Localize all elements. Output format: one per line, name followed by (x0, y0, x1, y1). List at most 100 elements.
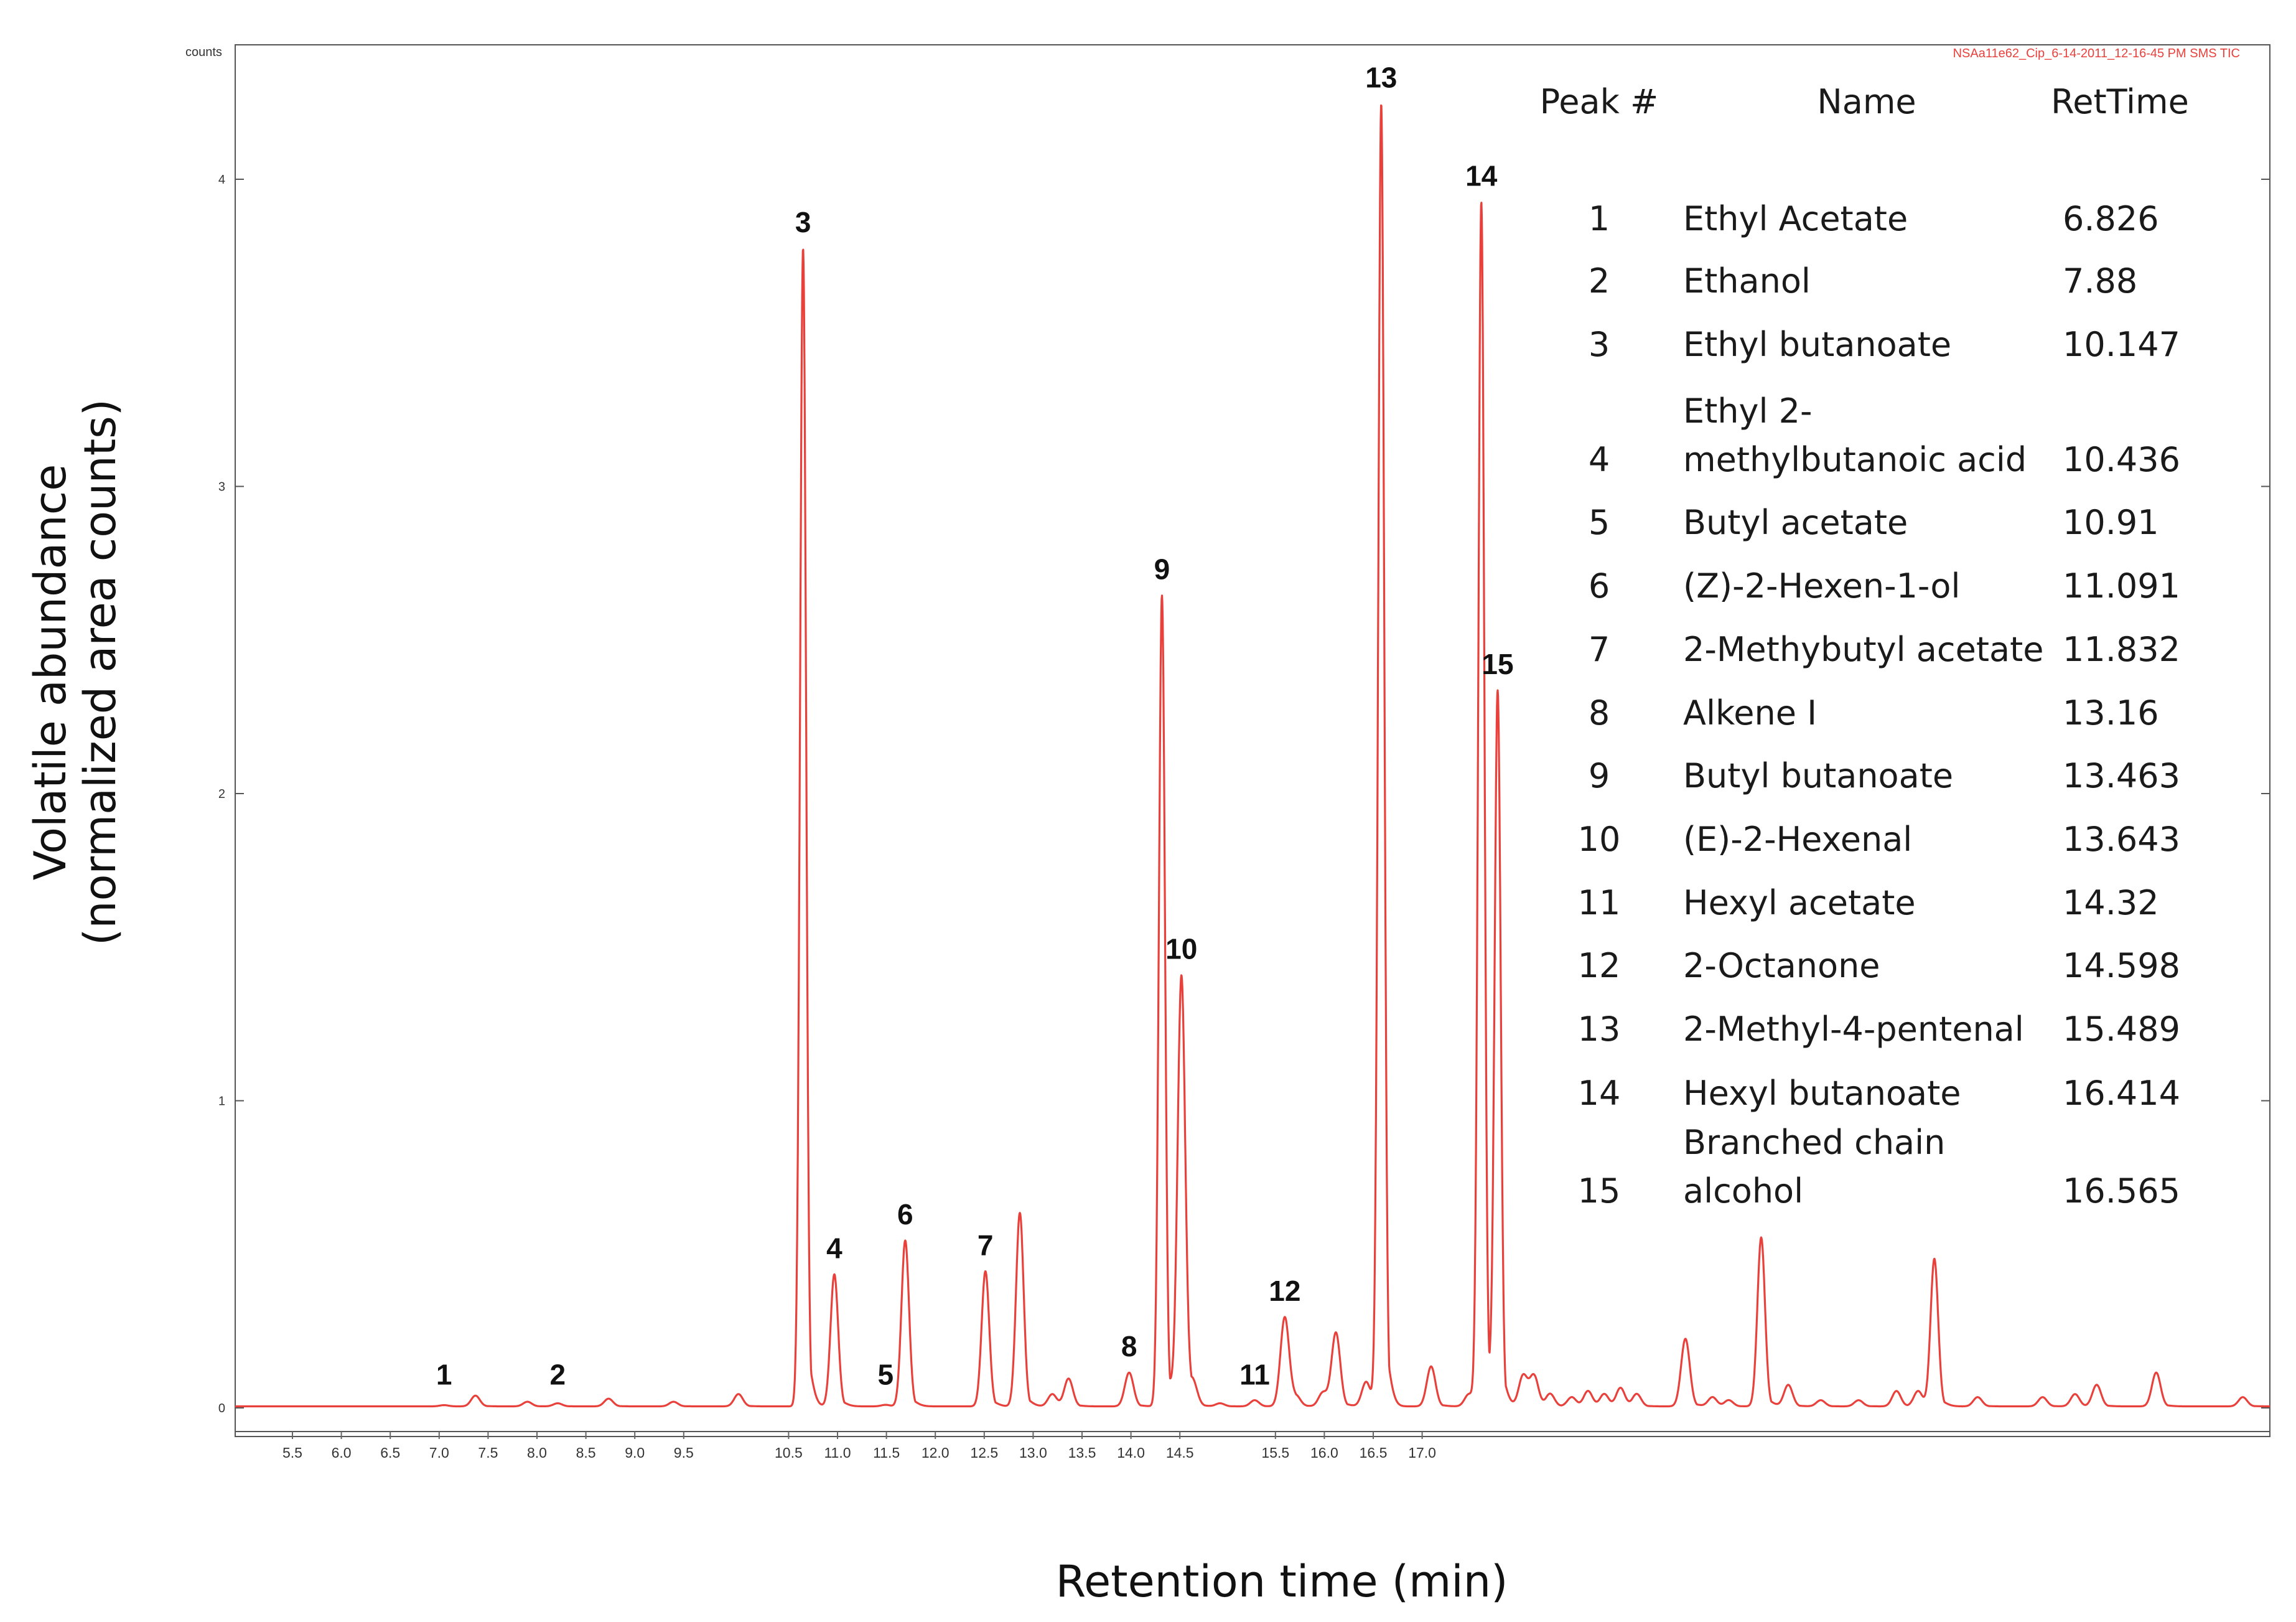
legend-row: 12 2-Octanone 14.598 (1578, 946, 2180, 985)
legend-compound-name: 2-Methyl-4-pentenal (1683, 1010, 2024, 1049)
y-tick-label: 4 (218, 173, 225, 187)
legend-peak-number: 2 (1589, 261, 1610, 301)
x-tick-label: 11.0 (824, 1445, 851, 1461)
legend-compound-name: (Z)-2-Hexen-1-ol (1683, 566, 1960, 606)
legend-compound-name: alcohol (1683, 1171, 1803, 1211)
peak-label-1: 1 (436, 1358, 452, 1390)
legend-retention-time: 10.147 (2063, 325, 2180, 364)
legend-peak-number: 13 (1578, 1010, 1621, 1049)
legend-retention-time: 16.565 (2063, 1171, 2180, 1211)
x-tick-label: 15.5 (1261, 1445, 1289, 1461)
tic-trace-line (234, 104, 2271, 1408)
legend-retention-time: 10.436 (2063, 440, 2180, 479)
legend-row: 2 Ethanol 7.88 (1589, 261, 2137, 301)
legend-row: 13 2-Methyl-4-pentenal 15.489 (1578, 1010, 2180, 1049)
legend-row: 11 Hexyl acetate 14.32 (1578, 883, 2159, 922)
peak-label-14: 14 (1465, 160, 1498, 192)
legend-compound-name: Alkene I (1683, 693, 1817, 733)
legend-rows: 1 Ethyl Acetate 6.826 2 Ethanol 7.88 3 Ethyl bu… (1578, 199, 2180, 1211)
x-tick-label: 8.5 (576, 1445, 596, 1461)
x-axis-label: Retention time (min) (1056, 1556, 1508, 1607)
x-tick-label: 14.0 (1117, 1445, 1145, 1461)
legend-peak-number: 7 (1589, 630, 1610, 669)
legend-retention-time: 16.414 (2063, 1074, 2180, 1113)
legend-compound-name-line1: Branched chain (1683, 1123, 1945, 1162)
legend-peak-number: 10 (1578, 820, 1621, 859)
peak-label-11: 11 (1239, 1358, 1270, 1390)
legend-peak-number: 11 (1578, 883, 1621, 922)
x-tick-label: 10.5 (775, 1445, 803, 1461)
legend-compound-name: methylbutanoic acid (1683, 440, 2027, 479)
legend-retention-time: 7.88 (2063, 261, 2137, 301)
legend-row: 4 Ethyl 2- methylbutanoic acid 10.436 (1589, 391, 2180, 479)
peak-legend-table: Peak # Name RetTime 1 Ethyl Acetate 6.826 2… (1540, 82, 2189, 1211)
legend-row: 14 Hexyl butanoate 16.414 (1578, 1074, 2180, 1113)
legend-compound-name: 2-Methybutyl acetate (1683, 630, 2043, 669)
legend-header-peak: Peak # (1540, 82, 1659, 121)
x-tick-label: 8.0 (527, 1445, 547, 1461)
x-tick-label: 17.0 (1408, 1445, 1436, 1461)
x-tick-label: 13.0 (1019, 1445, 1047, 1461)
x-tick-label: 12.0 (922, 1445, 950, 1461)
y-tick-label: 0 (218, 1402, 225, 1415)
legend-row: 5 Butyl acetate 10.91 (1589, 503, 2159, 542)
legend-compound-name: Butyl butanoate (1683, 756, 1953, 795)
legend-row: 1 Ethyl Acetate 6.826 (1589, 199, 2159, 238)
legend-compound-name: Butyl acetate (1683, 503, 1908, 542)
x-tick-label: 7.0 (429, 1445, 449, 1461)
peak-label-3: 3 (795, 206, 811, 238)
peak-label-2: 2 (550, 1358, 566, 1390)
legend-retention-time: 13.463 (2063, 756, 2180, 795)
x-tick-label: 6.0 (332, 1445, 352, 1461)
peak-label-7: 7 (978, 1229, 994, 1261)
legend-compound-name: Hexyl acetate (1683, 883, 1916, 922)
peak-label-13: 13 (1365, 61, 1397, 93)
y-axis-label-line1: Volatile abundance (25, 464, 76, 881)
peak-label-6: 6 (897, 1198, 913, 1231)
legend-peak-number: 6 (1589, 566, 1610, 606)
x-tick-label: 9.5 (674, 1445, 694, 1461)
legend-header-rettime: RetTime (2051, 82, 2189, 121)
legend-retention-time: 13.643 (2063, 820, 2180, 859)
legend-peak-number: 3 (1589, 325, 1610, 364)
legend-retention-time: 15.489 (2063, 1010, 2180, 1049)
legend-compound-name: 2-Octanone (1683, 946, 1880, 985)
plot-frame (235, 44, 2270, 1437)
legend-row: 9 Butyl butanoate 13.463 (1589, 756, 2180, 795)
legend-retention-time: 11.091 (2063, 566, 2180, 606)
legend-row: 3 Ethyl butanoate 10.147 (1589, 325, 2180, 364)
legend-row: 15 Branched chain alcohol 16.565 (1578, 1123, 2180, 1211)
legend-retention-time: 6.826 (2063, 199, 2159, 238)
legend-peak-number: 5 (1589, 503, 1610, 542)
legend-header-name: Name (1817, 82, 1916, 121)
x-tick-label: 6.5 (380, 1445, 400, 1461)
x-tick-label: 16.0 (1310, 1445, 1338, 1461)
legend-peak-number: 8 (1589, 693, 1610, 733)
legend-peak-number: 15 (1578, 1171, 1621, 1211)
legend-compound-name: Ethyl butanoate (1683, 325, 1951, 364)
y-tick-label: 2 (218, 787, 225, 801)
x-tick-label: 12.5 (970, 1445, 998, 1461)
legend-compound-name: Ethyl Acetate (1683, 199, 1908, 238)
legend-row: 6 (Z)-2-Hexen-1-ol 11.091 (1589, 566, 2180, 606)
y-tick-label: 1 (218, 1095, 225, 1109)
x-tick-label: 14.5 (1166, 1445, 1194, 1461)
peak-label-12: 12 (1269, 1275, 1300, 1307)
legend-retention-time: 10.91 (2063, 503, 2159, 542)
legend-peak-number: 1 (1589, 199, 1610, 238)
x-tick-label: 9.0 (625, 1445, 645, 1461)
x-tick-label: 16.5 (1360, 1445, 1388, 1461)
peak-label-8: 8 (1121, 1330, 1137, 1362)
legend-retention-time: 11.832 (2063, 630, 2180, 669)
legend-peak-number: 4 (1589, 440, 1610, 479)
y-axis-label: Volatile abundance (normalized area coun… (25, 399, 126, 945)
x-tick-label: 7.5 (478, 1445, 498, 1461)
x-tick-label: 13.5 (1068, 1445, 1096, 1461)
x-tick-label: 5.5 (282, 1445, 302, 1461)
legend-peak-number: 12 (1578, 946, 1621, 985)
legend-compound-name-line1: Ethyl 2- (1683, 391, 1812, 431)
trace-layer (234, 104, 2271, 1408)
